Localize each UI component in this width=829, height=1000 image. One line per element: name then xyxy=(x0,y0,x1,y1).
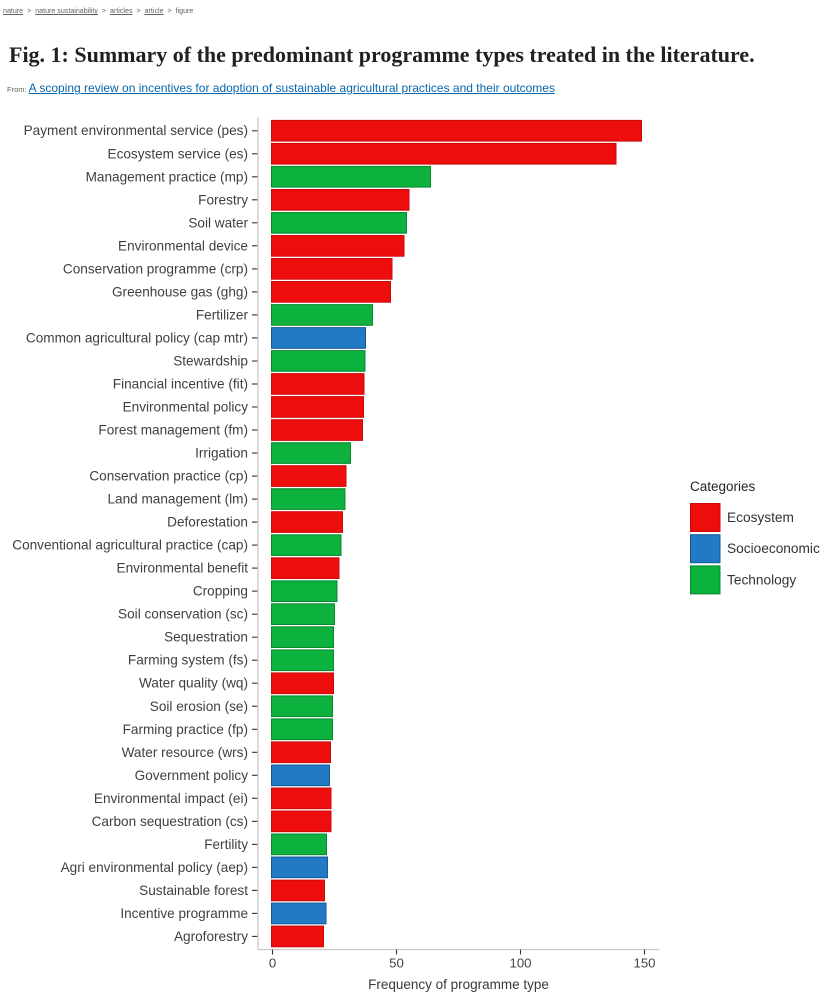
svg-text:Ecosystem service (es): Ecosystem service (es) xyxy=(108,146,249,161)
svg-text:Conservation practice (cp): Conservation practice (cp) xyxy=(89,469,248,484)
svg-text:Payment environmental service: Payment environmental service (pes) xyxy=(24,123,248,138)
svg-text:Sustainable forest: Sustainable forest xyxy=(139,883,248,898)
svg-text:Conventional agricultural prac: Conventional agricultural practice (cap) xyxy=(12,538,248,553)
svg-text:Financial incentive (fit): Financial incentive (fit) xyxy=(113,377,248,392)
svg-text:Forest management (fm): Forest management (fm) xyxy=(98,423,248,438)
svg-text:Irrigation: Irrigation xyxy=(195,446,248,461)
svg-text:Socioeconomic: Socioeconomic xyxy=(727,541,820,556)
svg-text:Deforestation: Deforestation xyxy=(167,515,248,530)
svg-text:Greenhouse gas (ghg): Greenhouse gas (ghg) xyxy=(112,284,248,299)
svg-text:Management practice (mp): Management practice (mp) xyxy=(86,169,248,184)
svg-text:0: 0 xyxy=(269,956,276,971)
svg-text:Incentive programme: Incentive programme xyxy=(120,906,248,921)
svg-text:Stewardship: Stewardship xyxy=(173,354,248,369)
svg-text:Common agricultural policy (ca: Common agricultural policy (cap mtr) xyxy=(26,330,248,345)
svg-text:150: 150 xyxy=(633,956,655,971)
svg-text:Categories: Categories xyxy=(690,479,756,494)
svg-text:Environmental impact (ei): Environmental impact (ei) xyxy=(94,791,248,806)
svg-text:Forestry: Forestry xyxy=(198,192,248,207)
svg-text:Sequestration: Sequestration xyxy=(164,630,248,645)
svg-text:Technology: Technology xyxy=(727,572,796,587)
svg-text:Fertility: Fertility xyxy=(204,837,248,852)
svg-text:Cropping: Cropping xyxy=(193,584,248,599)
svg-text:Soil water: Soil water xyxy=(188,215,248,230)
svg-text:Soil erosion (se): Soil erosion (se) xyxy=(150,699,248,714)
svg-text:Farming system (fs): Farming system (fs) xyxy=(128,653,248,668)
svg-text:Frequency of programme type: Frequency of programme type xyxy=(368,977,549,992)
svg-text:Carbon sequestration (cs): Carbon sequestration (cs) xyxy=(92,814,248,829)
svg-text:Agri environmental policy (aep: Agri environmental policy (aep) xyxy=(61,860,248,875)
svg-text:Fertilizer: Fertilizer xyxy=(196,307,249,322)
svg-text:50: 50 xyxy=(389,956,404,971)
svg-text:Water resource (wrs): Water resource (wrs) xyxy=(122,745,248,760)
svg-text:Environmental policy: Environmental policy xyxy=(123,400,249,415)
svg-text:Soil conservation (sc): Soil conservation (sc) xyxy=(118,607,248,622)
svg-text:Conservation programme (crp): Conservation programme (crp) xyxy=(63,261,248,276)
svg-text:Ecosystem: Ecosystem xyxy=(727,510,794,525)
svg-text:Water quality (wq): Water quality (wq) xyxy=(139,676,248,691)
svg-text:Farming practice (fp): Farming practice (fp) xyxy=(123,722,248,737)
svg-text:Land management (lm): Land management (lm) xyxy=(107,492,248,507)
svg-text:Environmental benefit: Environmental benefit xyxy=(117,561,249,576)
svg-text:100: 100 xyxy=(509,956,531,971)
svg-text:Government policy: Government policy xyxy=(135,768,249,783)
svg-text:Environmental device: Environmental device xyxy=(118,238,248,253)
svg-text:Agroforestry: Agroforestry xyxy=(174,929,248,944)
